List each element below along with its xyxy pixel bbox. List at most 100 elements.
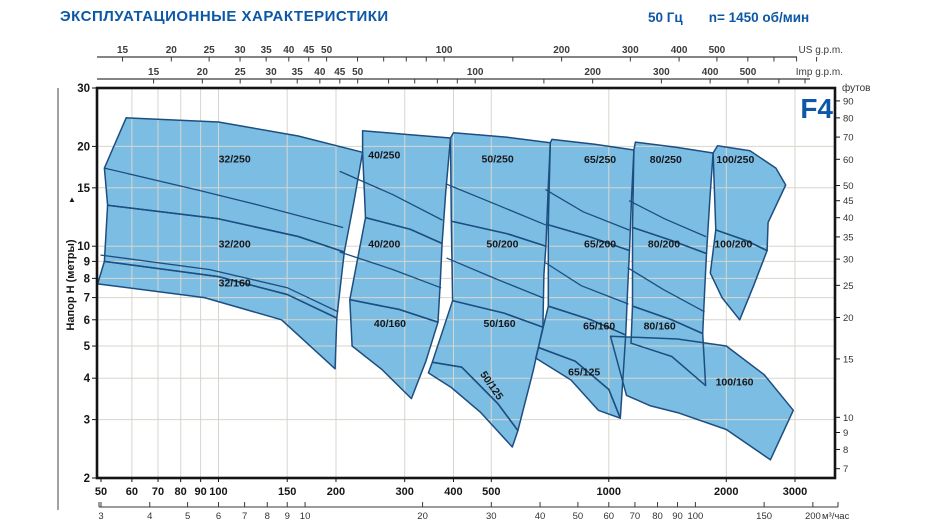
head-ft-tick-label: 90 [843, 96, 854, 107]
region-label-32-200: 32/200 [219, 239, 251, 251]
head-ft-tick-label: 9 [843, 428, 848, 439]
flow-tick-label: 3000 [783, 486, 807, 498]
region-label-100-160: 100/160 [716, 377, 754, 389]
head-m-tick-label: 7 [84, 293, 90, 305]
impeller-trim-curve [446, 257, 544, 299]
region-label-40-250: 40/250 [368, 149, 400, 161]
impeller-trim-curve [445, 183, 547, 226]
imp-gpm-tick-label: 25 [235, 67, 247, 78]
head-ft-tick-label: 20 [843, 313, 854, 324]
impeller-trim-curve [339, 170, 443, 221]
page-title: ЭКСПЛУАТАЦИОННЫЕ ХАРАКТЕРИСТИКИ [60, 8, 389, 25]
operating-conditions: 50 Гц n= 1450 об/мин [648, 10, 835, 25]
us-gpm-tick-label: 200 [553, 45, 570, 56]
region-outline-100-160 [609, 335, 795, 461]
region-label-32-250: 32/250 [219, 153, 251, 165]
region-label-32-160: 32/160 [219, 278, 251, 290]
m3h-tick-label: 5 [185, 511, 190, 522]
head-m-tick-label: 8 [84, 273, 91, 285]
head-axis-arrow-icon: ▲ [68, 195, 76, 204]
m3h-unit-label: м³/час [822, 511, 850, 522]
head-ft-tick-label: 40 [843, 213, 854, 224]
head-ft-tick-label: 35 [843, 232, 854, 243]
m3h-tick-label: 90 [672, 511, 683, 522]
head-m-tick-label: 2 [84, 473, 90, 485]
flow-tick-label: 2000 [714, 486, 738, 498]
flow-tick-label: 200 [327, 486, 345, 498]
region-label-80-160: 80/160 [644, 321, 676, 333]
impeller-trim-curve [339, 251, 442, 289]
flow-tick-label: 50 [95, 486, 107, 498]
head-m-tick-label: 6 [84, 315, 90, 327]
flow-tick-label: 300 [396, 486, 414, 498]
head-m-tick-label: 15 [77, 183, 90, 195]
imp-gpm-tick-label: 35 [292, 67, 304, 78]
head-m-tick-label: 20 [77, 141, 90, 153]
region-label-65-250: 65/250 [584, 154, 616, 166]
imp-gpm-tick-label: 30 [266, 67, 278, 78]
imp-gpm-tick-label: 100 [467, 67, 484, 78]
head-ft-tick-label: 45 [843, 196, 854, 207]
flow-tick-label: 500 [482, 486, 500, 498]
region-fill-65-160 [538, 306, 626, 419]
us-gpm-tick-label: 500 [709, 45, 726, 56]
head-ft-tick-label: 50 [843, 181, 854, 192]
us-gpm-tick-label: 400 [671, 45, 688, 56]
region-outline-40-160 [349, 298, 439, 400]
region-label-40-200: 40/200 [368, 239, 400, 251]
region-fill-100-160 [610, 336, 794, 460]
head-ft-tick-label: 70 [843, 133, 854, 144]
m3h-tick-label: 4 [147, 511, 152, 522]
region-outline-100-200 [709, 229, 768, 321]
region-fill-40-200 [349, 217, 443, 323]
us-gpm-tick-label: 50 [321, 45, 333, 56]
m3h-tick-label: 60 [604, 511, 615, 522]
us-gpm-tick-label: 40 [283, 45, 295, 56]
region-label-80-250: 80/250 [650, 154, 682, 166]
m3h-tick-label: 200 [805, 511, 821, 522]
impeller-trim-curve [103, 167, 344, 229]
region-label-50-160: 50/160 [484, 318, 516, 330]
head-axis-label: Напор H (метры) [65, 239, 77, 330]
head-m-tick-label: 5 [84, 341, 91, 353]
region-label-40-160: 40/160 [374, 318, 406, 330]
impeller-trim-curve [545, 262, 629, 305]
region-fill-50-250 [450, 132, 551, 247]
impeller-trim-curve [545, 189, 630, 231]
head-m-tick-label: 3 [84, 415, 90, 427]
region-fill-65-125 [535, 347, 621, 419]
head-ft-tick-label: 7 [843, 464, 848, 475]
imp-gpm-tick-label: 45 [334, 67, 346, 78]
feet-axis-label: футов [842, 82, 870, 94]
region-label-80-200: 80/200 [648, 239, 680, 251]
m3h-tick-label: 100 [687, 511, 703, 522]
us-gpm-tick-label: 45 [303, 45, 315, 56]
m3h-tick-label: 9 [285, 511, 290, 522]
m3h-tick-label: 80 [652, 511, 663, 522]
m3h-tick-label: 8 [265, 511, 270, 522]
head-m-tick-label: 9 [84, 256, 90, 268]
us-gpm-tick-label: 20 [166, 45, 178, 56]
m3h-tick-label: 6 [216, 511, 221, 522]
region-fill-40-160 [349, 299, 438, 399]
region-label-100-200: 100/200 [714, 239, 752, 251]
m3h-tick-label: 70 [630, 511, 641, 522]
m3h-tick-label: 30 [486, 511, 497, 522]
flow-tick-label: 400 [444, 486, 462, 498]
head-ft-tick-label: 30 [843, 255, 854, 266]
flow-tick-label: 100 [209, 486, 227, 498]
flow-tick-label: 80 [175, 486, 187, 498]
region-fill-50-200 [451, 221, 546, 328]
us-gpm-tick-label: 35 [261, 45, 273, 56]
region-outline-32-160 [96, 260, 338, 370]
frequency-value: 50 Гц [648, 10, 683, 25]
region-fill-32-160 [97, 261, 337, 369]
region-fill-80-200 [632, 227, 707, 334]
impeller-trim-curve [100, 254, 339, 313]
imp-gpm-tick-label: 300 [653, 67, 670, 78]
us-gpm-tick-label: 15 [117, 45, 129, 56]
head-m-tick-label: 4 [84, 373, 91, 385]
region-label-50-250: 50/250 [482, 153, 514, 165]
